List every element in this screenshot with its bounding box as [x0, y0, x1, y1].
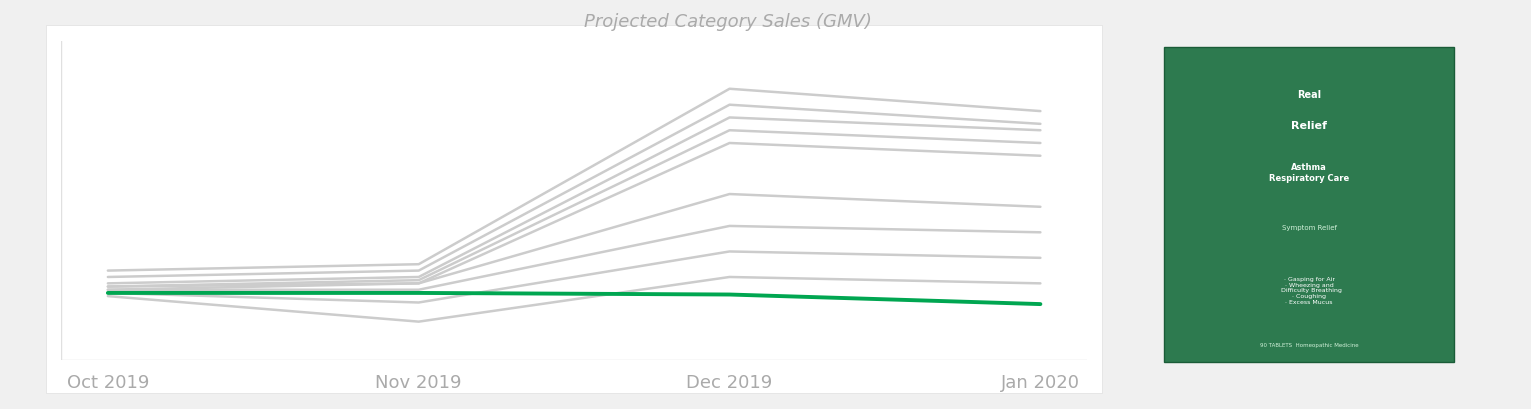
Text: Asthma
Respiratory Care: Asthma Respiratory Care — [1269, 163, 1349, 183]
Text: Real: Real — [1297, 90, 1321, 99]
Text: Symptom Relief: Symptom Relief — [1281, 225, 1337, 231]
Text: Relief: Relief — [1291, 121, 1327, 131]
Title: Projected Category Sales (GMV): Projected Category Sales (GMV) — [583, 13, 873, 31]
Bar — [1164, 47, 1453, 362]
Text: · Gasping for Air
· Wheezing and
  Difficulty Breathing
· Coughing
· Excess Mucu: · Gasping for Air · Wheezing and Difficu… — [1277, 277, 1341, 305]
Text: 90 TABLETS  Homeopathic Medicine: 90 TABLETS Homeopathic Medicine — [1260, 343, 1358, 348]
